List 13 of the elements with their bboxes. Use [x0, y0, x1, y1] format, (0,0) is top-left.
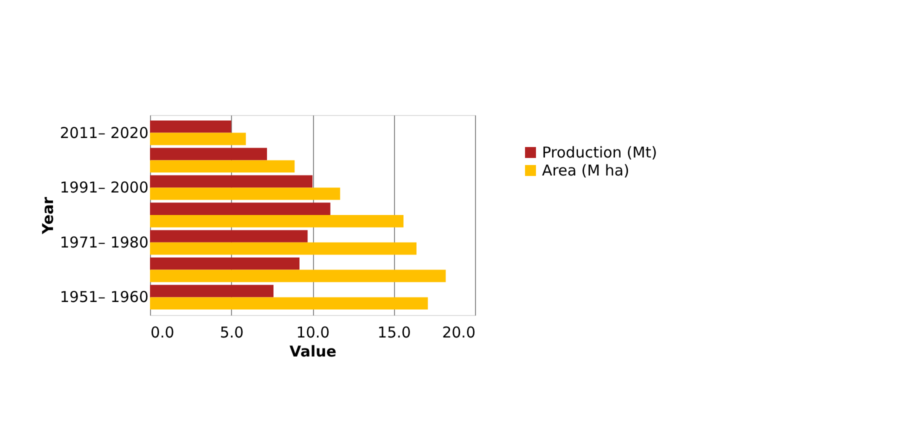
y-tick-label: 2011– 2020 [60, 124, 148, 142]
x-tick-label: 5.0 [220, 324, 244, 342]
legend-label: Production (Mt) [542, 144, 658, 162]
y-tick-label: 1971– 1980 [60, 233, 148, 252]
y-tick-label: 1951– 1960 [60, 288, 148, 306]
legend-label: Area (M ha) [542, 162, 630, 180]
y-tick-label: 1991– 2000 [60, 178, 148, 197]
x-tick-label: 10.0 [296, 324, 330, 342]
x-tick-label: 0.0 [150, 324, 174, 342]
x-axis-title: Value [290, 342, 336, 360]
x-tick-label: 15.0 [378, 324, 411, 342]
y-axis-title: Year [38, 196, 57, 236]
x-tick-label: 20.0 [442, 324, 476, 342]
